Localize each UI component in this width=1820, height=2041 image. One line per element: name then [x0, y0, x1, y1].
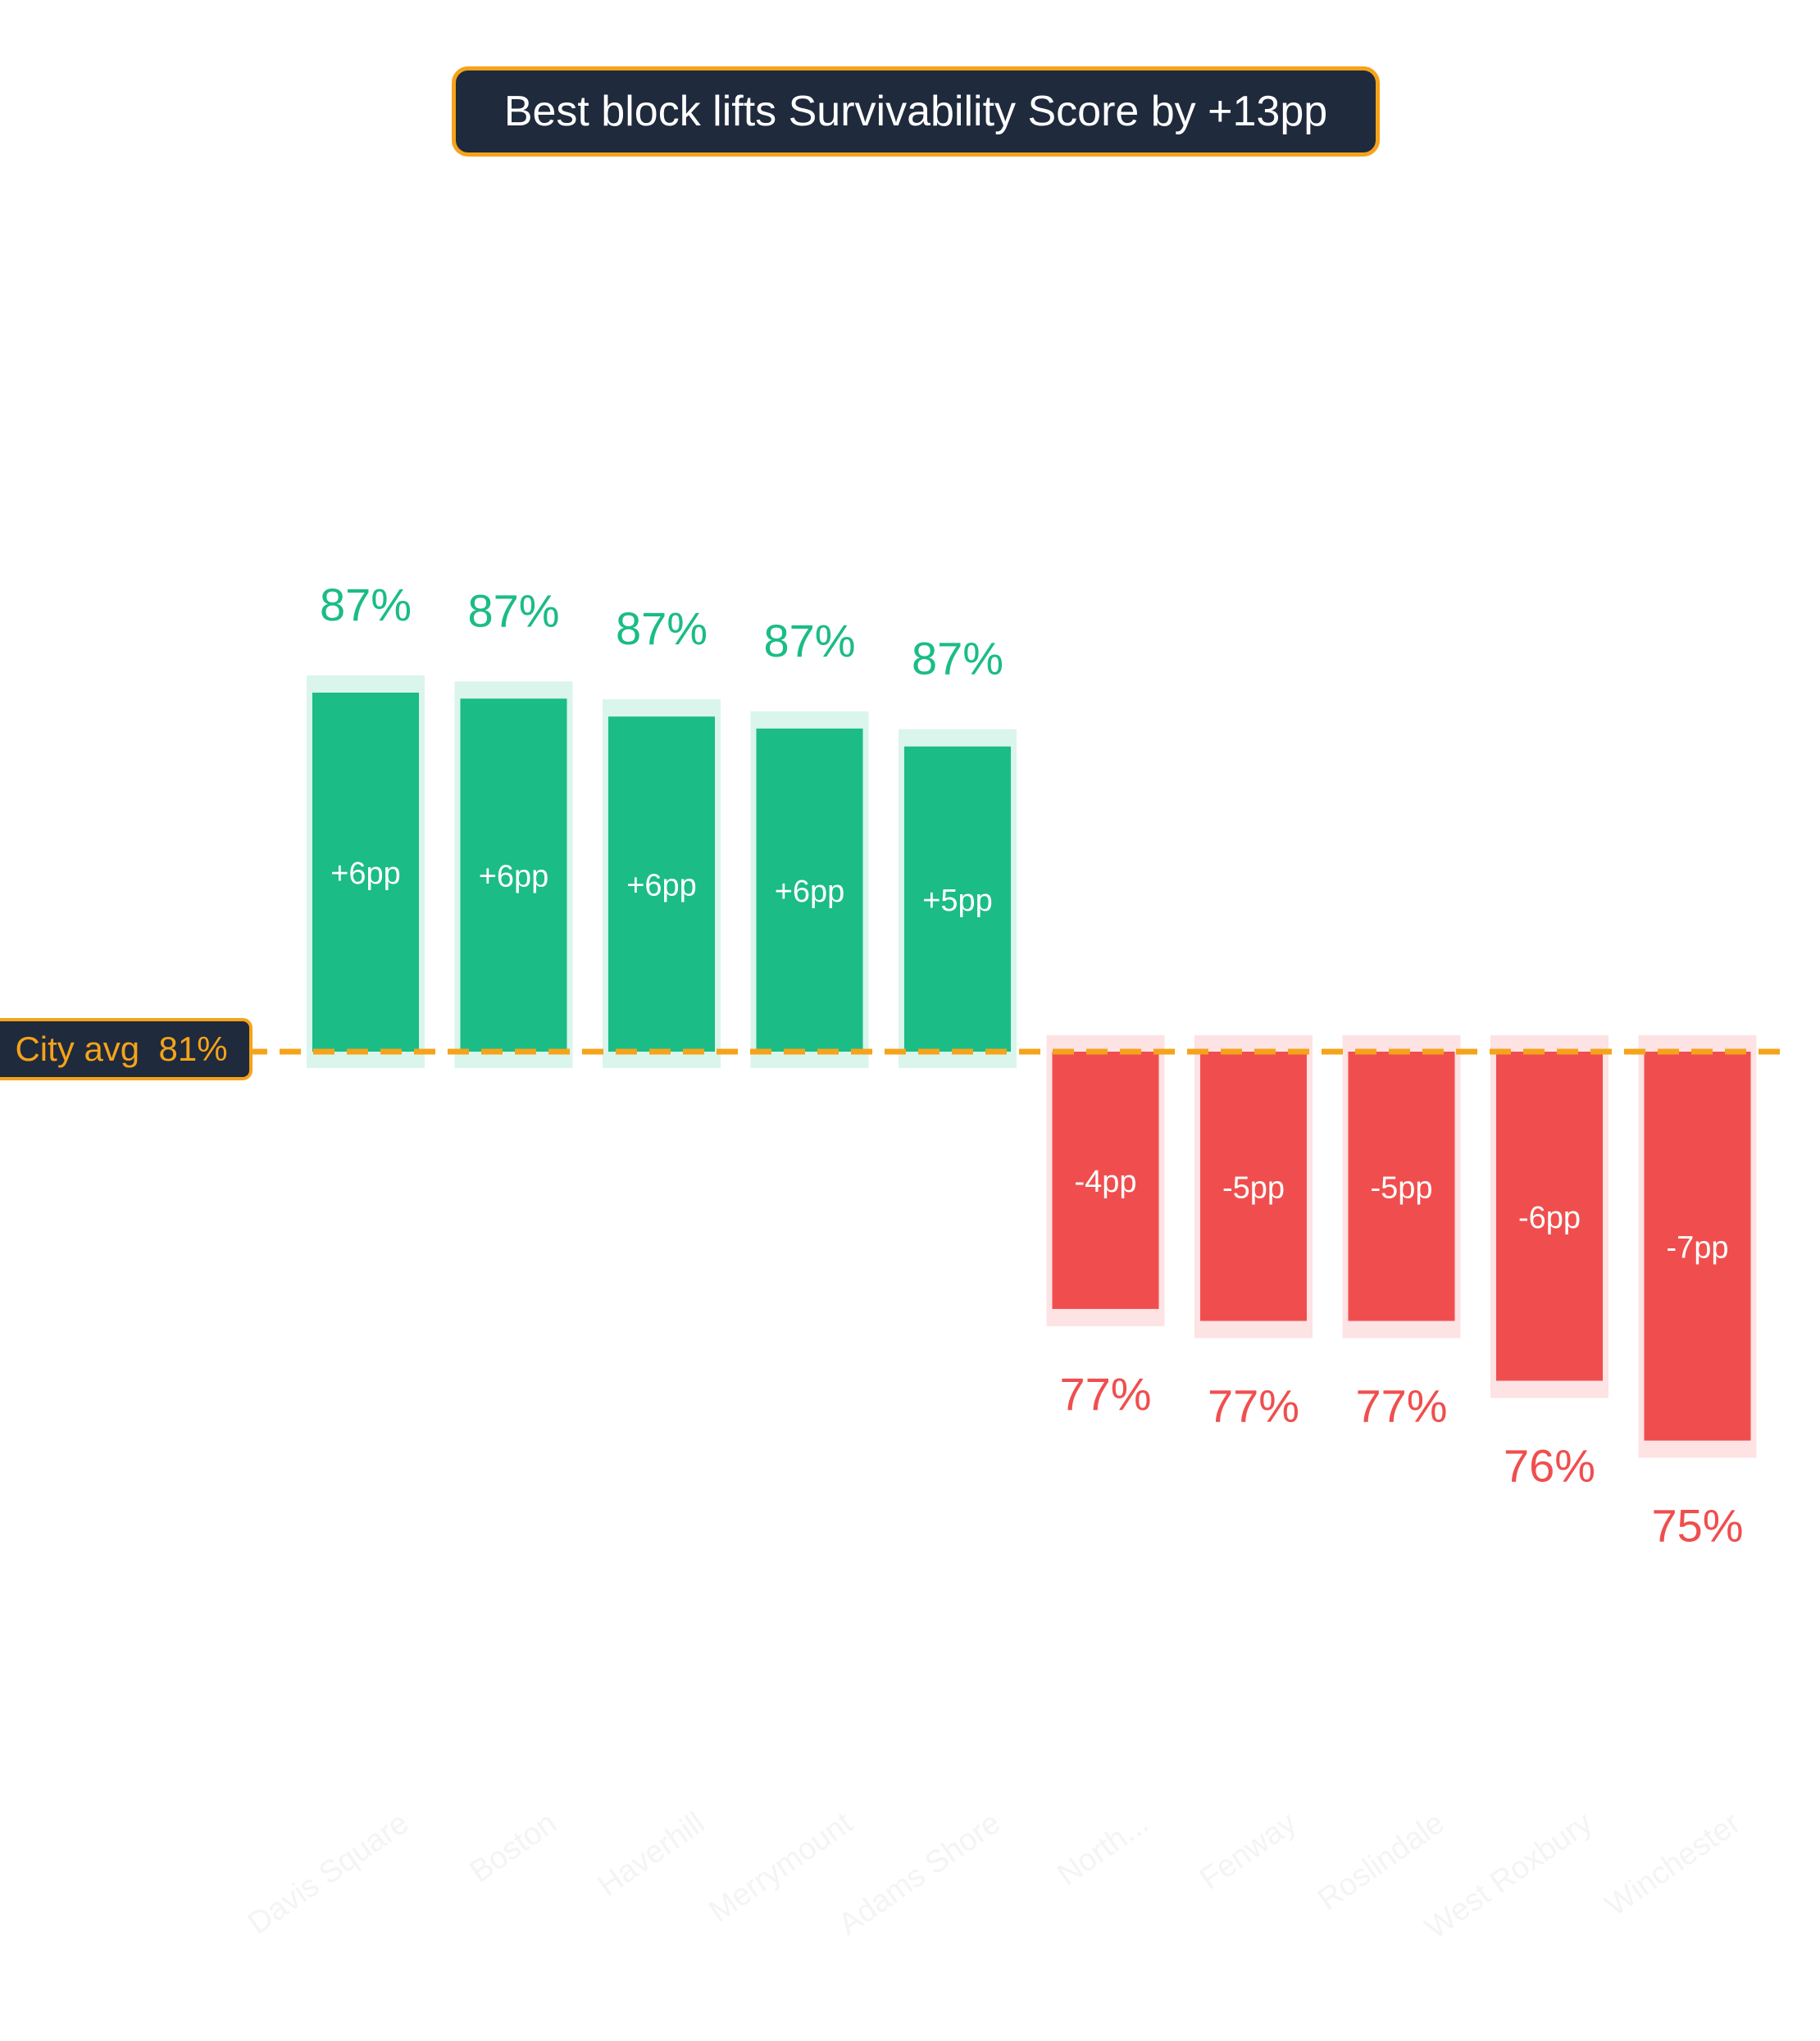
delta-label: +6pp — [626, 869, 697, 903]
category-label: Winchester — [1599, 1806, 1747, 1924]
value-label: 87% — [763, 615, 855, 666]
category-label: Haverhill — [592, 1806, 711, 1903]
bar — [904, 746, 1011, 1052]
value-label: 87% — [320, 579, 412, 630]
value-labels: 87% 87% 87% 87% 87% 77% 77% 77% 76% 75% — [320, 579, 1744, 1552]
category-label: Fenway — [1194, 1806, 1303, 1897]
bar — [756, 728, 863, 1052]
value-label: 75% — [1651, 1500, 1743, 1552]
value-label: 87% — [616, 602, 708, 654]
category-label: North... — [1051, 1806, 1154, 1893]
category-labels: Davis Square Boston HaverhillMerrymountAda… — [242, 1806, 1747, 1946]
category-label: Merrymount — [703, 1806, 860, 1930]
category-label: Boston — [464, 1806, 563, 1889]
value-label: 77% — [1059, 1368, 1151, 1420]
category-label: West Roxbury — [1419, 1806, 1599, 1946]
city-average-label: City avg — [15, 1030, 140, 1068]
bar — [1496, 1052, 1603, 1381]
category-label: Adams Shore — [832, 1806, 1007, 1942]
delta-label: +6pp — [479, 860, 549, 894]
delta-label: -6pp — [1518, 1201, 1581, 1235]
category-label: Roslindale — [1312, 1806, 1450, 1917]
delta-label: -7pp — [1666, 1230, 1728, 1265]
bar — [1348, 1052, 1455, 1321]
delta-label: -4pp — [1074, 1165, 1136, 1199]
value-label: 77% — [1208, 1380, 1299, 1432]
delta-label: +6pp — [775, 875, 845, 909]
value-label: 87% — [912, 633, 1003, 684]
bar — [1052, 1052, 1159, 1309]
value-label: 77% — [1355, 1380, 1447, 1432]
delta-labels: +6pp +6pp +6pp +6pp +5pp -4pp -5pp -5pp -6pp -7pp — [330, 857, 1728, 1265]
city-average-badge: City avg 81% — [0, 1018, 253, 1080]
bar — [312, 693, 419, 1052]
bar — [608, 716, 715, 1052]
city-average-value: 81% — [158, 1030, 228, 1068]
delta-label: -5pp — [1370, 1171, 1432, 1205]
value-label: 87% — [467, 584, 559, 636]
delta-label: +6pp — [330, 857, 401, 891]
bar — [1644, 1052, 1751, 1441]
delta-label: -5pp — [1222, 1171, 1285, 1205]
delta-label: +5pp — [922, 884, 993, 918]
chart-title: Best block lifts Survivability Score by … — [452, 66, 1380, 157]
bar — [1200, 1052, 1307, 1321]
category-label: Davis Square — [242, 1806, 415, 1941]
value-label: 76% — [1504, 1440, 1595, 1492]
bars — [312, 693, 1751, 1441]
bar — [460, 698, 567, 1052]
